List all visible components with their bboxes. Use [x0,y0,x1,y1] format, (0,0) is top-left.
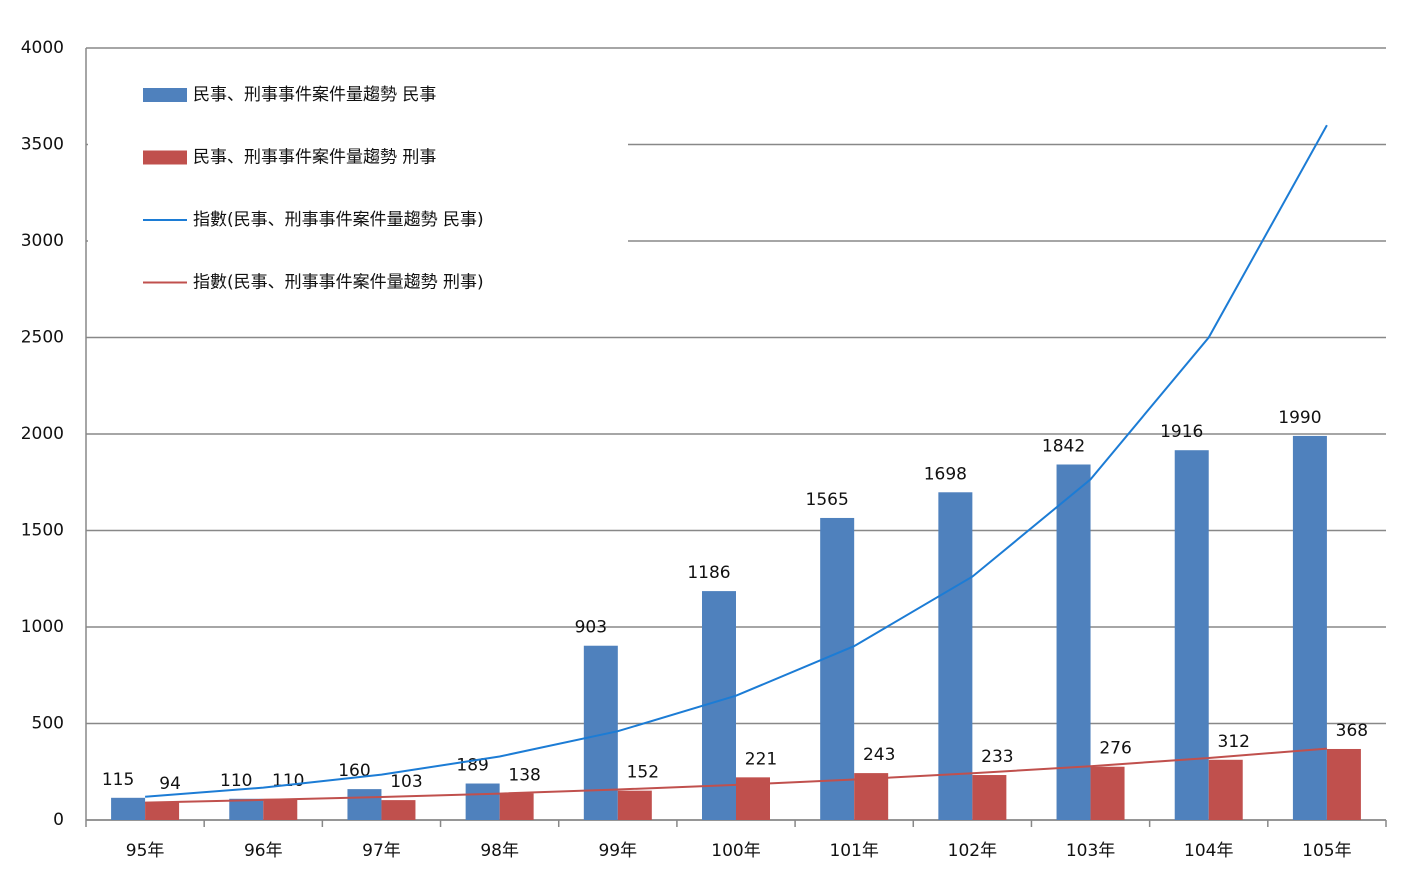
data-label: 115 [102,770,134,790]
bar [465,783,500,820]
y-tick-label: 2500 [21,328,64,348]
legend-label: 指數(民事、刑事事件案件量趨勢 民事) [193,210,484,230]
bar [617,790,652,820]
bar [938,492,973,820]
y-tick-label: 1000 [21,617,64,637]
x-tick-label: 104年 [1184,841,1233,861]
bar [1056,464,1091,820]
bar [1174,450,1209,820]
legend-label: 指數(民事、刑事事件案件量趨勢 刑事) [193,273,484,293]
data-label: 94 [159,774,181,794]
y-tick-label: 2000 [21,424,64,444]
bar [499,793,534,820]
x-tick-label: 102年 [948,841,997,861]
x-tick-label: 96年 [244,841,283,861]
bar [111,797,146,820]
bar [263,798,298,820]
trend-line [145,747,1327,804]
x-tick-label: 103年 [1066,841,1115,861]
data-label: 221 [745,749,777,769]
bar [1208,759,1243,820]
x-tick-label: 99年 [598,841,637,861]
x-tick-label: 105年 [1302,841,1351,861]
data-label: 110 [220,771,252,791]
bar [145,801,180,820]
data-label: 189 [456,756,488,776]
data-label: 1565 [806,490,849,510]
x-tick-label: 101年 [829,841,878,861]
x-tick-label: 98年 [480,841,519,861]
bar [820,517,855,820]
y-tick-label: 3000 [21,231,64,251]
bar [229,798,264,820]
data-label: 312 [1218,732,1250,752]
legend-label: 民事、刑事事件案件量趨勢 民事 [193,85,436,105]
data-label: 1186 [687,563,730,583]
data-label: 233 [981,747,1013,767]
data-label: 1990 [1278,408,1321,428]
data-label: 110 [272,771,304,791]
x-tick-label: 97年 [362,841,401,861]
legend-label: 民事、刑事事件案件量趨勢 刑事 [193,148,436,168]
legend-swatch [143,150,187,165]
data-label: 152 [627,763,659,783]
bar [1292,435,1327,820]
data-label: 1842 [1042,436,1085,456]
data-label: 138 [508,765,540,785]
bar [854,773,889,820]
legend-swatch [143,88,187,102]
bar [1090,766,1125,820]
x-tick-label: 95年 [126,841,165,861]
data-label: 903 [575,618,607,638]
bar [972,775,1007,820]
data-label: 368 [1336,721,1368,741]
y-tick-label: 0 [53,810,64,830]
bar [347,789,382,820]
bar [702,591,736,820]
bar [381,800,416,820]
bar [1326,748,1361,820]
y-tick-label: 1500 [21,521,64,541]
y-tick-label: 4000 [21,38,64,58]
x-tick-label: 100年 [711,841,760,861]
data-label: 1916 [1160,422,1203,442]
y-tick-label: 3500 [21,135,64,155]
y-tick-label: 500 [32,714,64,734]
trend-line [145,124,1328,798]
data-label: 276 [1099,739,1131,759]
data-label: 243 [863,745,895,765]
data-label: 103 [390,772,422,792]
data-label: 1698 [924,464,967,484]
